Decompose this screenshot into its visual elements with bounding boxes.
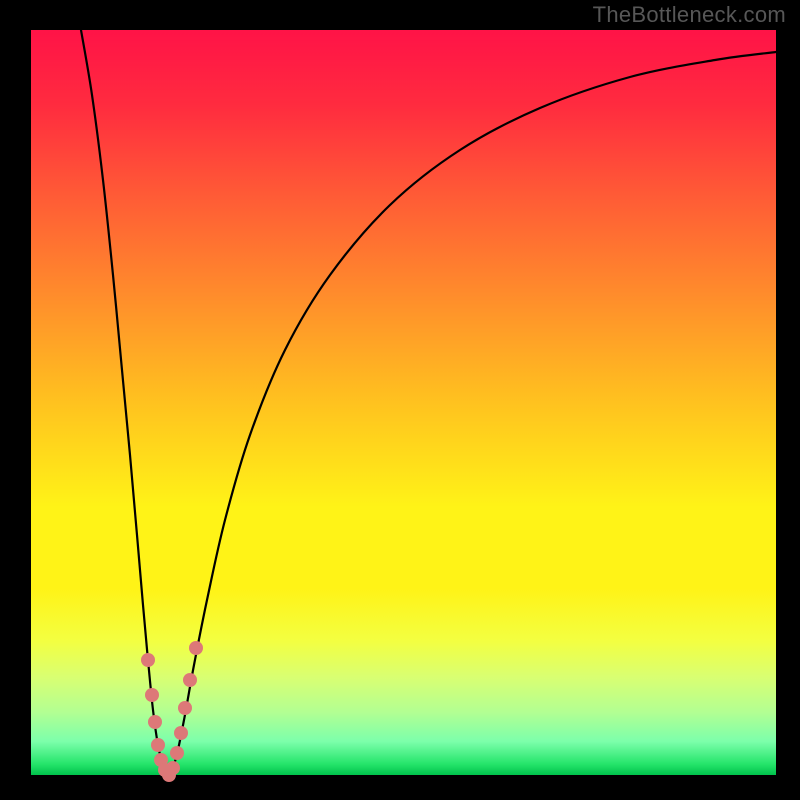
- marker-point: [183, 673, 197, 687]
- marker-point: [145, 688, 159, 702]
- marker-point: [189, 641, 203, 655]
- chart-stage: TheBottleneck.com: [0, 0, 800, 800]
- marker-point: [178, 701, 192, 715]
- bottleneck-chart: [0, 0, 800, 800]
- marker-point: [151, 738, 165, 752]
- marker-point: [141, 653, 155, 667]
- marker-point: [170, 746, 184, 760]
- marker-point: [148, 715, 162, 729]
- marker-point: [166, 761, 180, 775]
- watermark-text: TheBottleneck.com: [593, 2, 786, 28]
- marker-point: [174, 726, 188, 740]
